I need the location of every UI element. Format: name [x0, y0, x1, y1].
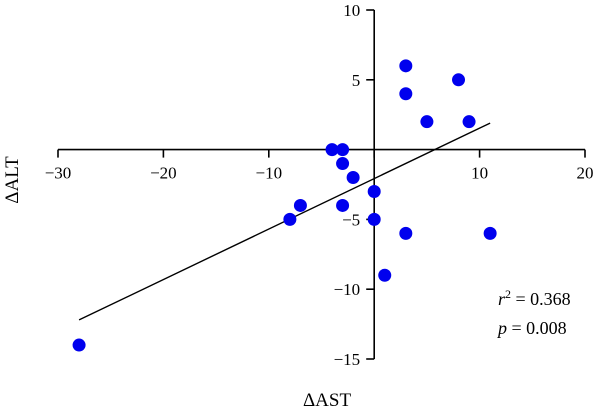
data-point [452, 73, 466, 87]
y-axis-title: ΔALT [2, 156, 23, 204]
p-symbol: p [496, 318, 507, 338]
x-axis-title: ΔAST [303, 390, 352, 411]
data-point [336, 157, 350, 171]
x-tick-label: 10 [471, 164, 488, 183]
axes [58, 10, 585, 359]
data-point [399, 87, 413, 101]
data-point [346, 171, 360, 185]
data-point [325, 143, 339, 157]
r-squared-value: = 0.368 [511, 289, 571, 309]
ticks [57, 9, 586, 360]
y-tick-label: −5 [342, 210, 360, 229]
data-point [420, 115, 434, 129]
p-value-annotation: p = 0.008 [496, 318, 567, 338]
data-point [336, 198, 350, 212]
data-point [72, 338, 86, 352]
x-tick-label: −20 [150, 164, 177, 183]
data-point [367, 184, 381, 198]
y-tick-label: 5 [352, 71, 361, 90]
r-symbol: r [498, 289, 506, 309]
data-point [336, 143, 350, 157]
y-tick-label: −15 [334, 350, 361, 369]
r-exponent: 2 [505, 287, 511, 301]
x-tick-label: 20 [577, 164, 594, 183]
data-point [367, 212, 381, 226]
data-point [399, 226, 413, 240]
data-point [283, 212, 297, 226]
tick-labels: −30 −20 −10 10 20 −15 −10 −5 5 10 [45, 1, 594, 369]
data-points [72, 59, 497, 352]
r-squared-annotation: r2 = 0.368 [498, 287, 571, 309]
x-tick-label: −10 [256, 164, 283, 183]
data-point [483, 226, 497, 240]
p-value: = 0.008 [507, 318, 567, 338]
data-point [399, 59, 413, 73]
y-tick-label: −10 [334, 280, 361, 299]
data-point [378, 268, 392, 282]
data-point [293, 198, 307, 212]
y-tick-label: 10 [343, 1, 360, 20]
data-point [462, 115, 476, 129]
x-tick-label: −30 [45, 164, 72, 183]
